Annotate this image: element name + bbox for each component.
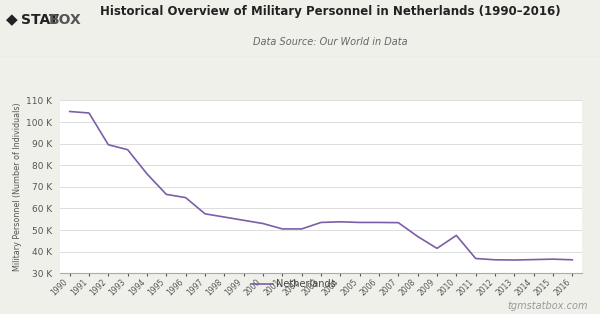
- Text: Historical Overview of Military Personnel in Netherlands (1990–2016): Historical Overview of Military Personne…: [100, 5, 560, 18]
- Text: Netherlands: Netherlands: [276, 279, 336, 289]
- Text: tgmstatbox.com: tgmstatbox.com: [508, 301, 588, 311]
- Text: ◆: ◆: [6, 12, 18, 27]
- Y-axis label: Military Personnel (Number of Individuals): Military Personnel (Number of Individual…: [13, 102, 22, 271]
- Text: BOX: BOX: [49, 13, 82, 27]
- Text: Data Source: Our World in Data: Data Source: Our World in Data: [253, 37, 407, 47]
- Text: STAT: STAT: [21, 13, 59, 27]
